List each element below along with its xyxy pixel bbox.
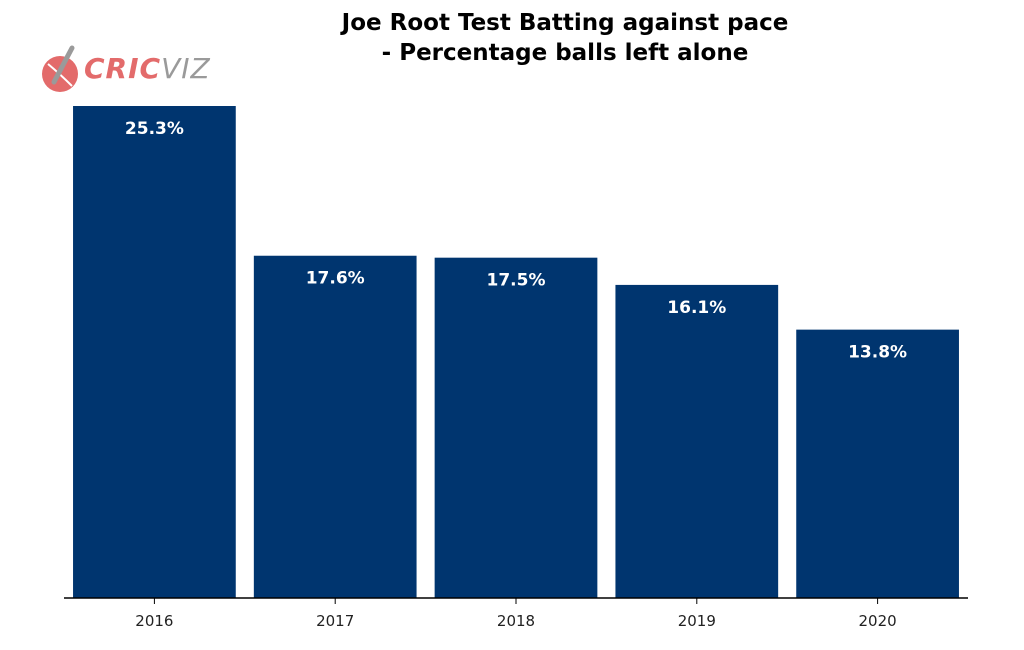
logo-wordmark: CRICVIZ	[84, 52, 211, 85]
value-label-2017: 17.6%	[306, 269, 365, 289]
chart-title-line-2: - Percentage balls left alone	[381, 40, 749, 66]
bar-2018	[434, 257, 598, 598]
x-tick-label-2017: 2017	[316, 612, 354, 630]
value-label-2019: 16.1%	[667, 298, 726, 318]
cricket-ball-icon	[42, 45, 78, 92]
cricviz-logo: CRICVIZ	[40, 42, 210, 98]
bar-2020	[796, 329, 959, 598]
logo-text-cric: CRIC	[84, 52, 162, 85]
value-labels-group: 25.3% 17.6% 17.5% 16.1% 13.8%	[125, 119, 907, 363]
bar-2017	[253, 255, 417, 598]
value-label-2020: 13.8%	[848, 343, 907, 363]
bar-2016	[73, 106, 236, 598]
x-tick-label-2020: 2020	[859, 612, 897, 630]
chart-title: Joe Root Test Batting against pace - Per…	[230, 8, 900, 68]
chart-title-line-1: Joe Root Test Batting against pace	[341, 10, 789, 36]
logo-text-viz: VIZ	[161, 52, 211, 85]
bars-group	[73, 106, 959, 598]
x-ticks-group: 2016 2017 2018 2019 2020	[135, 598, 897, 630]
x-tick-label-2019: 2019	[678, 612, 716, 630]
bar-2019	[615, 284, 779, 598]
x-tick-label-2016: 2016	[135, 612, 173, 630]
value-label-2016: 25.3%	[125, 119, 184, 139]
x-tick-label-2018: 2018	[497, 612, 535, 630]
value-label-2018: 17.5%	[487, 271, 546, 291]
